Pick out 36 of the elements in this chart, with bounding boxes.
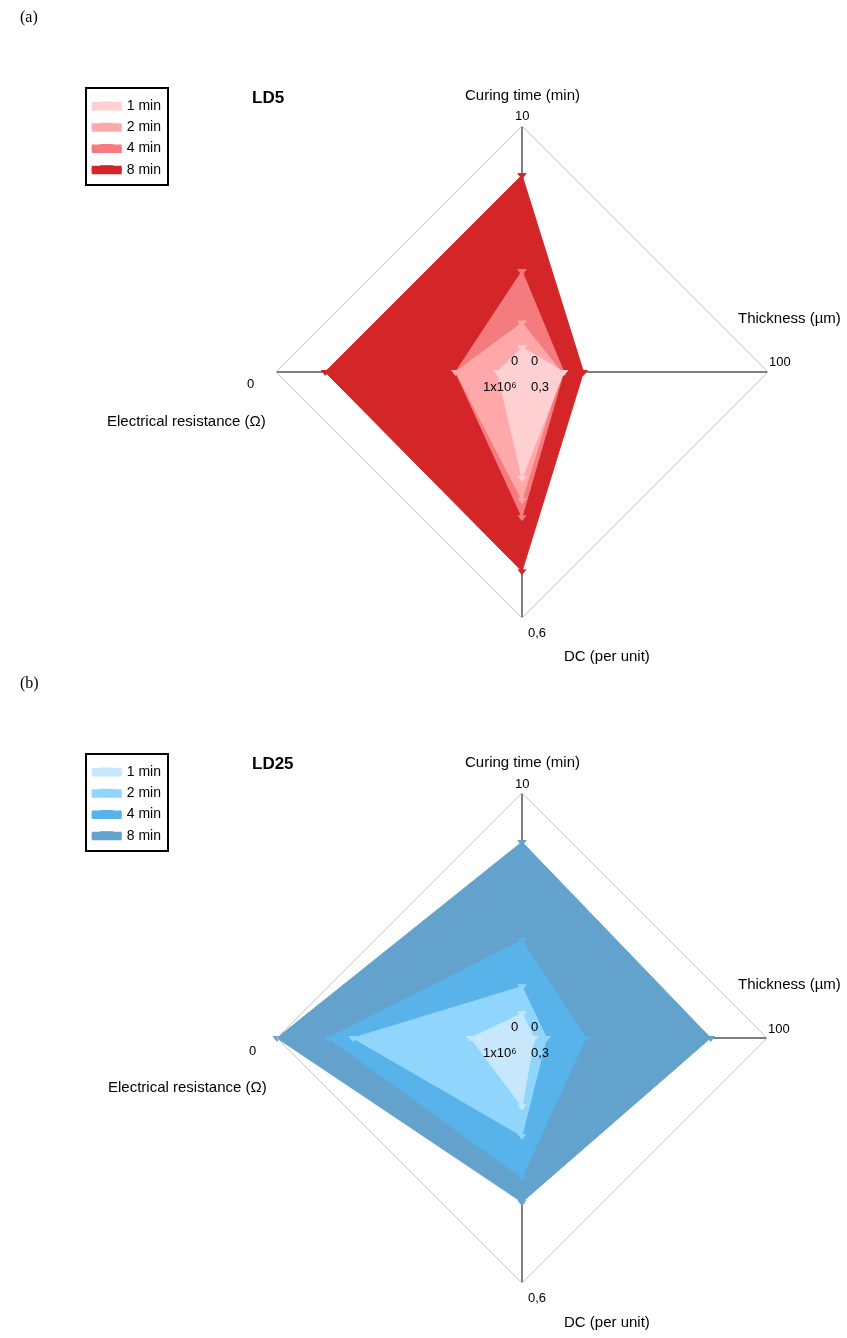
legend-label: 2 min <box>126 118 161 135</box>
spoke-label: Electrical resistance (Ω) <box>108 1078 267 1095</box>
text: 0 <box>249 1043 257 1058</box>
text: 0,6 <box>528 1290 547 1305</box>
spoke-label: Curing time (min) <box>465 753 581 770</box>
legend-label: 8 min <box>126 826 161 843</box>
text: 10 <box>515 776 530 791</box>
legend-label: 1 min <box>126 763 161 780</box>
text: 100 <box>769 354 791 369</box>
legend-label: 4 min <box>126 139 161 156</box>
text: 0,3 <box>531 379 550 394</box>
spoke-label: Thickness (µm) <box>738 975 841 992</box>
text: 100 <box>768 1021 790 1036</box>
spoke-label: Curing time (min) <box>465 86 581 103</box>
spoke-label: Thickness (µm) <box>738 309 841 326</box>
text: 0,6 <box>528 625 547 640</box>
spoke-label: DC (per unit) <box>564 647 650 664</box>
text: 0 <box>511 1019 519 1034</box>
legend-label: 8 min <box>126 160 161 177</box>
text: 0 <box>531 1019 539 1034</box>
text: 0 <box>531 353 539 368</box>
spoke-label: DC (per unit) <box>564 1313 650 1330</box>
legend-label: 1 min <box>126 97 161 114</box>
spoke-label: Electrical resistance (Ω) <box>107 412 266 429</box>
legend-label: 4 min <box>126 805 161 822</box>
text: 0,3 <box>531 1045 550 1060</box>
chart-title: LD5 <box>252 88 285 107</box>
text: 0 <box>511 353 519 368</box>
text: 0 <box>247 376 255 391</box>
text: 1x10⁶ <box>483 1045 517 1060</box>
text: (a) <box>20 8 38 26</box>
text: (b) <box>20 674 39 692</box>
chart-title: LD25 <box>252 754 294 773</box>
text: 10 <box>515 108 530 123</box>
legend-label: 2 min <box>126 784 161 801</box>
text: 1x10⁶ <box>483 379 517 394</box>
